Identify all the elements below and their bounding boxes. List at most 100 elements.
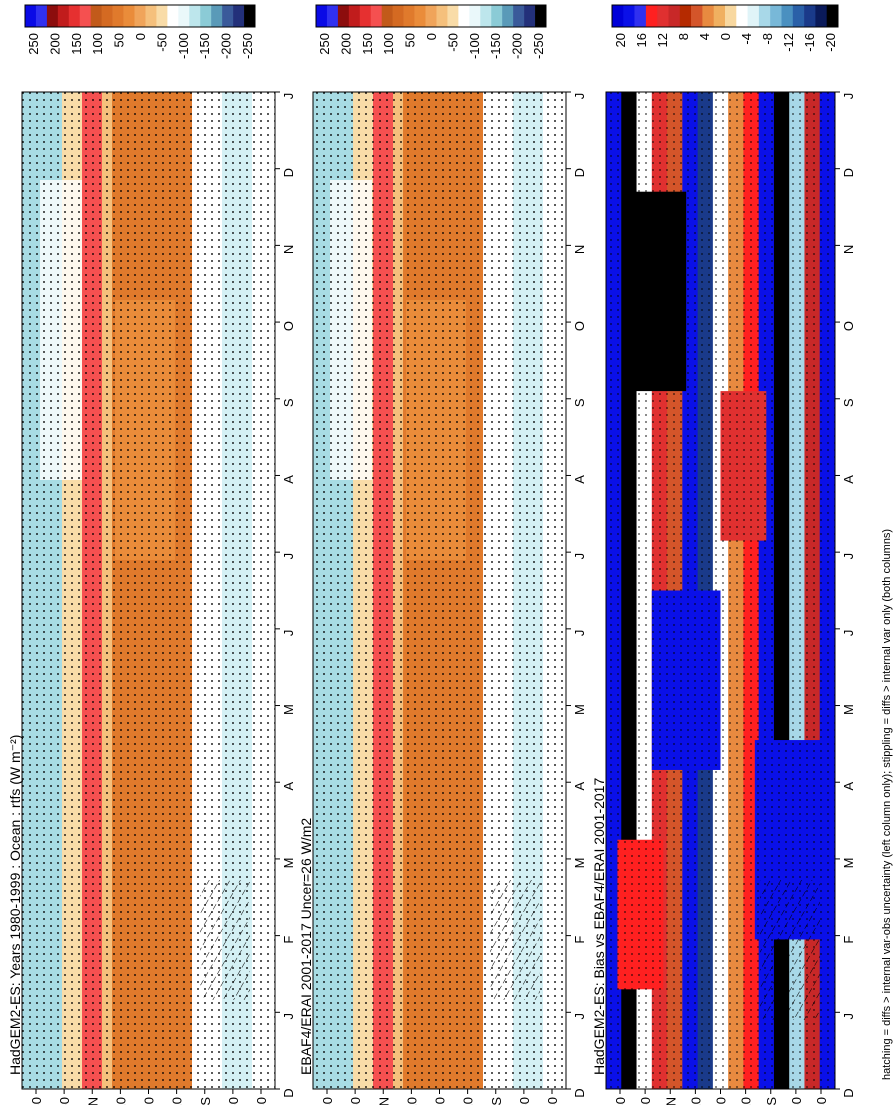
footnote: hatching = diffs > internal var-obs unce… [881, 529, 893, 1080]
colorbar-label: 20 [613, 33, 628, 47]
x-axis-ticks: D J F M A M J J A S O N D J [566, 91, 587, 1098]
x-tick-label: D [841, 168, 856, 177]
colorbar-label: 200 [338, 33, 353, 55]
colorbar-label: 250 [317, 33, 332, 55]
colorbar-swatch [747, 5, 760, 27]
colorbar-swatch [156, 5, 168, 27]
colorbar-swatch [436, 5, 448, 27]
y-tick-label: 60 [789, 1097, 804, 1105]
y-tick-label: °N [85, 1097, 100, 1105]
colorbar-swatch [826, 5, 839, 27]
colorbar-swatch [425, 5, 437, 27]
colorbar-label: 150 [360, 33, 375, 55]
x-tick-label: O [281, 321, 296, 331]
x-tick-label: O [841, 321, 856, 331]
x-tick-label: M [281, 704, 296, 715]
y-tick-label: 60 [638, 1097, 653, 1105]
colorbar-swatch [634, 5, 647, 27]
x-tick-label: N [281, 245, 296, 254]
x-tick-label: F [841, 936, 856, 944]
colorbar: 20 16 12 8 4 0 -4 -8 -12 -16 -20 [611, 4, 839, 52]
panel-title: HadGEM2-ES: Years 1980-1999 : Ocean : rt… [7, 735, 23, 1075]
x-tick-label: F [572, 936, 587, 944]
y-tick-label: 0 [433, 1097, 448, 1104]
y-tick-label: °N [376, 1097, 391, 1105]
heatmap-hadgem-left [22, 92, 275, 1089]
colorbar-label: 100 [381, 33, 396, 55]
x-tick-label: M [572, 858, 587, 869]
colorbar-label: 0 [133, 33, 148, 40]
colorbar-swatch [535, 5, 547, 27]
colorbar-swatch [359, 5, 372, 27]
colorbar-label: 250 [26, 33, 41, 55]
colorbar-swatch [222, 5, 234, 27]
colorbar-swatch [657, 5, 669, 27]
colorbar-swatch [123, 5, 135, 27]
colorbar-swatch [480, 5, 492, 27]
colorbar-swatch [668, 5, 681, 27]
colorbar-swatch [57, 5, 70, 27]
hatching-overlay [760, 880, 820, 1020]
x-tick-label: J [281, 553, 296, 560]
x-tick-label: M [841, 704, 856, 715]
y-tick-label: 60 [348, 1097, 363, 1105]
x-tick-label: D [281, 168, 296, 177]
x-tick-label: A [841, 475, 856, 484]
y-axis-ticks: 80 60 °N 20 0 20 °S 60 80 [613, 1089, 829, 1105]
x-tick-label: J [281, 1013, 296, 1020]
colorbar-swatch [167, 5, 179, 27]
x-tick-label: J [281, 93, 296, 100]
colorbar-label: 50 [403, 33, 418, 47]
y-tick-label: 60 [226, 1097, 241, 1105]
x-axis-ticks: D J F M A M J J A S O N D J [835, 91, 856, 1098]
colorbar: 250 200 150 100 50 0 -50 -100 -150 -200 -250 [315, 4, 547, 59]
colorbar-swatch [68, 5, 81, 27]
colorbar-swatch [469, 5, 481, 27]
colorbar-swatch [792, 5, 805, 27]
x-tick-label: S [281, 398, 296, 407]
panel-title: EBAF4/ERAI 2001-2017 Uncer=26 W/m2 [298, 818, 314, 1075]
x-tick-label: M [281, 858, 296, 869]
y-tick-label: 80 [254, 1097, 269, 1105]
x-tick-label: J [841, 93, 856, 100]
colorbar-swatch [447, 5, 459, 27]
colorbar-label: 200 [47, 33, 62, 55]
colorbar-swatch [101, 5, 113, 27]
x-tick-label: A [281, 782, 296, 791]
colorbar-swatch [145, 5, 157, 27]
colorbar-label: -200 [219, 33, 234, 59]
colorbar-swatch [713, 5, 726, 27]
x-tick-label: N [572, 245, 587, 254]
x-tick-label: A [841, 782, 856, 791]
y-tick-label: °S [764, 1097, 779, 1105]
colorbar-swatch [645, 5, 658, 27]
panel-bias-vs-ebaf4: HadGEM2-ES: Bias vs EBAF4/ERAI 2001-2017… [591, 4, 856, 1105]
colorbar-swatch [233, 5, 245, 27]
panel-hadgem-1980-left: HadGEM2-ES: Years 1980-1999 : Ocean : rt… [7, 4, 296, 1105]
colorbar-label: 0 [424, 33, 439, 40]
x-tick-label: A [281, 475, 296, 484]
x-tick-label: J [841, 553, 856, 560]
colorbar-swatch [25, 5, 37, 27]
x-tick-label: J [841, 630, 856, 637]
y-tick-label: 60 [517, 1097, 532, 1105]
x-tick-label: J [281, 630, 296, 637]
y-tick-label: °N [663, 1097, 678, 1105]
colorbar-swatch [612, 5, 624, 27]
y-tick-label: 20 [688, 1097, 703, 1105]
y-axis-ticks: 80 60 °N 20 0 20 °S 60 80 [320, 1089, 560, 1105]
colorbar-label: 4 [697, 33, 712, 40]
y-tick-label: °S [489, 1097, 504, 1105]
colorbar-swatch [348, 5, 361, 27]
colorbar-swatch [702, 5, 714, 27]
colorbar-swatch [381, 5, 393, 27]
y-tick-label: 20 [461, 1097, 476, 1105]
colorbar-swatch [112, 5, 124, 27]
colorbar-label: 150 [69, 33, 84, 55]
y-tick-label: 80 [613, 1097, 628, 1105]
x-tick-label: D [281, 1088, 296, 1097]
x-tick-label: A [572, 475, 587, 484]
colorbar-label: -250 [240, 33, 255, 59]
hatching-overlay [490, 880, 540, 1000]
colorbar-swatch [392, 5, 404, 27]
